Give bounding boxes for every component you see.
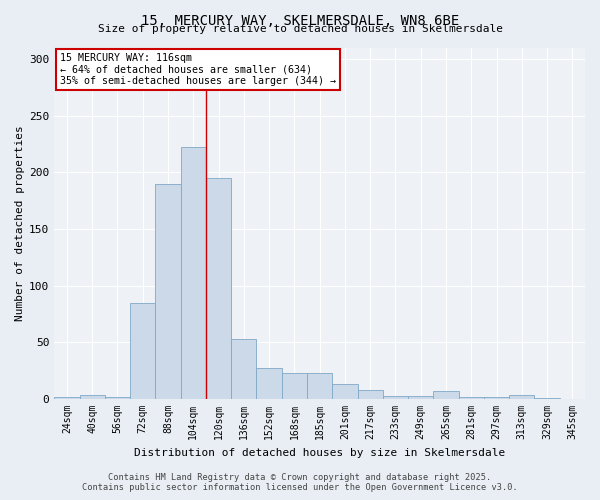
Bar: [181, 148, 206, 399]
Bar: [231, 339, 256, 399]
X-axis label: Distribution of detached houses by size in Skelmersdale: Distribution of detached houses by size …: [134, 448, 505, 458]
Bar: [484, 397, 509, 399]
Text: Size of property relative to detached houses in Skelmersdale: Size of property relative to detached ho…: [97, 24, 503, 34]
Bar: [433, 391, 458, 399]
Bar: [307, 373, 332, 399]
Text: Contains HM Land Registry data © Crown copyright and database right 2025.
Contai: Contains HM Land Registry data © Crown c…: [82, 473, 518, 492]
Bar: [383, 396, 408, 399]
Text: 15 MERCURY WAY: 116sqm
← 64% of detached houses are smaller (634)
35% of semi-de: 15 MERCURY WAY: 116sqm ← 64% of detached…: [59, 53, 335, 86]
Bar: [509, 394, 535, 399]
Bar: [54, 397, 80, 399]
Bar: [282, 373, 307, 399]
Bar: [130, 302, 155, 399]
Y-axis label: Number of detached properties: Number of detached properties: [15, 126, 25, 321]
Bar: [80, 394, 105, 399]
Bar: [458, 397, 484, 399]
Bar: [256, 368, 282, 399]
Bar: [155, 184, 181, 399]
Bar: [105, 397, 130, 399]
Bar: [332, 384, 358, 399]
Bar: [358, 390, 383, 399]
Bar: [535, 398, 560, 399]
Bar: [206, 178, 231, 399]
Text: 15, MERCURY WAY, SKELMERSDALE, WN8 6BE: 15, MERCURY WAY, SKELMERSDALE, WN8 6BE: [141, 14, 459, 28]
Bar: [408, 396, 433, 399]
